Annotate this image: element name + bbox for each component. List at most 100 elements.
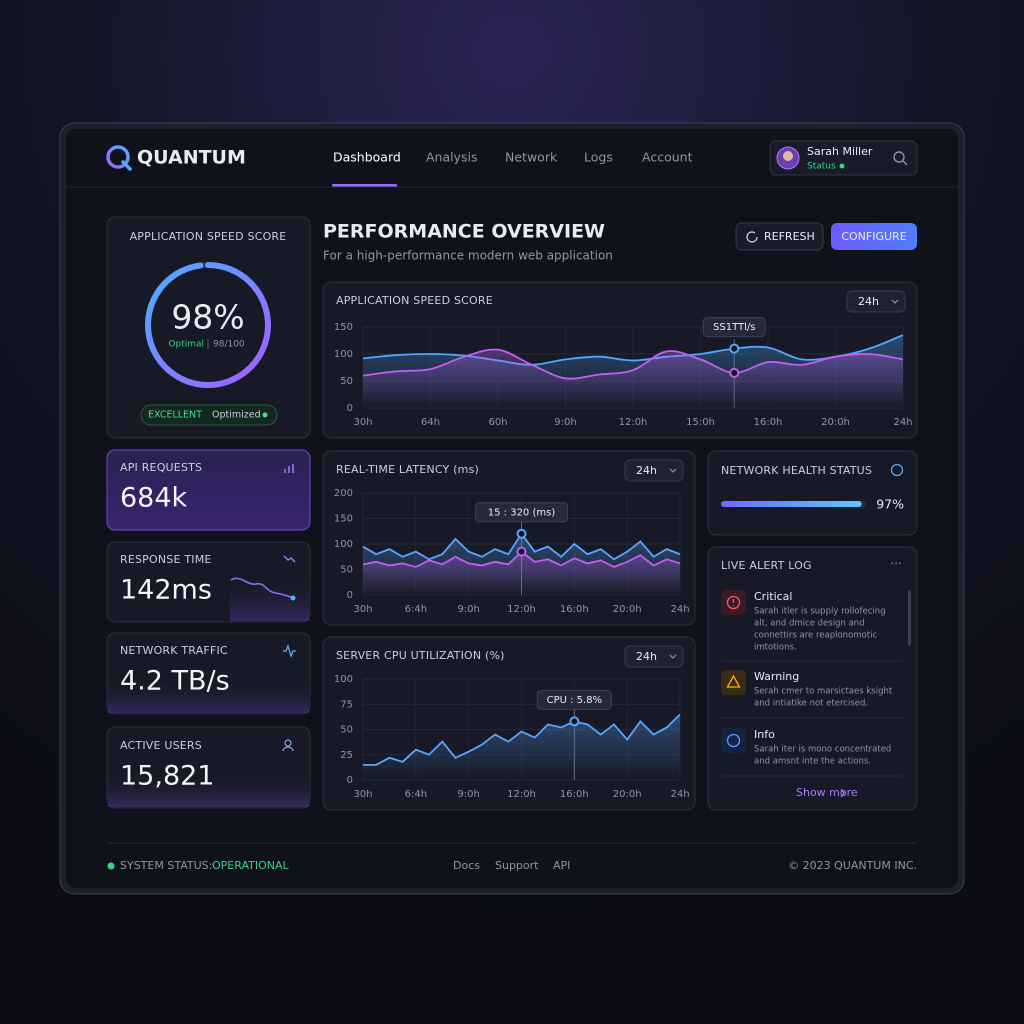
range-select-label: 24h (636, 464, 657, 477)
search-icon-handle (902, 160, 908, 166)
avatar-face (783, 151, 793, 161)
range-select[interactable] (846, 290, 906, 313)
status-label: SYSTEM STATUS: (120, 859, 212, 872)
x-tick-label: 30h (353, 604, 372, 615)
alert-level: Info (754, 728, 775, 741)
refresh-label: REFRESH (764, 230, 815, 243)
logo-text: QUANTUM (137, 147, 246, 169)
metric-value: 15,821 (120, 761, 214, 792)
footer-link[interactable]: Support (495, 859, 539, 872)
y-tick-label: 0 (347, 403, 353, 414)
metric-icon (282, 746, 294, 752)
alert-text: connettirs are reaplonomotic (754, 631, 877, 641)
chart-title: SERVER CPU UTILIZATION (%) (336, 649, 505, 662)
y-tick-label: 0 (347, 590, 353, 601)
alert-text: imtotions. (754, 643, 797, 653)
alert-text: Sarah itler is supply rollofecing (754, 607, 886, 617)
nav-link[interactable]: Account (642, 150, 693, 165)
alert-level: Critical (754, 590, 792, 603)
health-card (707, 450, 918, 536)
section-title: PERFORMANCE OVERVIEW (323, 221, 605, 243)
section-subtitle: For a high-performance modern web applic… (323, 249, 613, 263)
info-icon (721, 728, 746, 753)
footer-link[interactable]: Docs (453, 859, 480, 872)
metric-title: API REQUESTS (120, 461, 202, 474)
metric-value: 142ms (120, 575, 212, 606)
y-tick-label: 150 (334, 514, 353, 525)
card-title: NETWORK HEALTH STATUS (721, 464, 872, 477)
metric-icon (284, 739, 292, 747)
chevron (840, 788, 845, 798)
refresh-icon (746, 231, 758, 243)
y-tick-label: 200 (334, 488, 353, 499)
alert-text: Sarah iter is mono concentrated (754, 745, 891, 755)
x-tick-label: 12:0h (507, 604, 536, 615)
metric-title: ACTIVE USERS (120, 739, 202, 752)
search-icon[interactable] (893, 151, 905, 163)
footer-link[interactable]: API (553, 859, 570, 872)
user-name: Sarah Miller (807, 145, 873, 158)
range-select[interactable] (624, 459, 684, 482)
x-tick-label: 30h (353, 417, 372, 428)
logo-icon-tail (121, 160, 132, 171)
metric-icon (284, 464, 294, 473)
user-status: Status (807, 162, 836, 172)
configure-label: CONFIGURE (841, 230, 906, 243)
x-tick-label: 20:0h (613, 789, 642, 800)
y-tick-label: 150 (334, 322, 353, 333)
y-tick-label: 50 (340, 565, 353, 576)
user-box[interactable] (769, 140, 918, 176)
chart-title: APPLICATION SPEED SCORE (336, 294, 493, 307)
card-title: APPLICATION SPEED SCORE (130, 230, 287, 243)
range-select-label: 24h (858, 295, 879, 308)
status-dot (107, 862, 115, 870)
x-tick-label: 16:0h (754, 417, 783, 428)
highlight-point (569, 716, 580, 727)
metric-value: 4.2 TB/s (120, 666, 230, 697)
series-area (363, 551, 680, 595)
y-tick-label: 25 (340, 750, 353, 761)
metric-title: NETWORK TRAFFIC (120, 644, 228, 657)
y-tick-label: 100 (334, 349, 353, 360)
highlight-point (516, 546, 527, 557)
gauge-arc (145, 262, 271, 388)
show-more[interactable]: Show more (796, 786, 858, 799)
x-tick-label: 20:0h (613, 604, 642, 615)
warning-symbol (726, 674, 741, 688)
card-glow (108, 680, 309, 713)
badge-dot (262, 412, 268, 418)
nav-link[interactable]: Analysis (426, 150, 478, 165)
metric-card (106, 449, 311, 531)
critical-symbol (726, 595, 741, 610)
sparkline-end (290, 595, 296, 601)
x-tick-label: 6:4h (405, 789, 427, 800)
scrollbar (908, 590, 911, 646)
tooltip (475, 502, 568, 523)
series-area (363, 349, 903, 408)
gauge-value: 98% (171, 298, 244, 337)
gauge-score: 98/100 (213, 340, 245, 350)
badge-note: Optimized (212, 410, 261, 421)
metric-icon (283, 555, 296, 563)
configure-button[interactable] (831, 223, 917, 250)
chevron (669, 468, 677, 473)
x-tick-label: 15:0h (686, 417, 715, 428)
x-tick-label: 9:0h (554, 417, 576, 428)
more-menu[interactable]: ··· (890, 557, 901, 571)
series-line (362, 334, 904, 366)
refresh-button[interactable] (735, 222, 824, 251)
y-tick-label: 75 (340, 699, 353, 710)
range-select[interactable] (624, 645, 684, 668)
nav-link[interactable]: Logs (584, 150, 613, 165)
metric-icon (283, 644, 296, 658)
card-glow (108, 774, 309, 807)
y-tick-label: 0 (347, 775, 353, 786)
metric-value: 684k (120, 483, 188, 514)
card-title: LIVE ALERT LOG (721, 559, 812, 572)
nav-link[interactable]: Dashboard (333, 150, 401, 165)
x-tick-label: 9:0h (457, 789, 479, 800)
nav-link[interactable]: Network (505, 150, 558, 165)
alert-text: alt, and dmice design and (754, 619, 865, 629)
y-tick-label: 100 (334, 539, 353, 550)
